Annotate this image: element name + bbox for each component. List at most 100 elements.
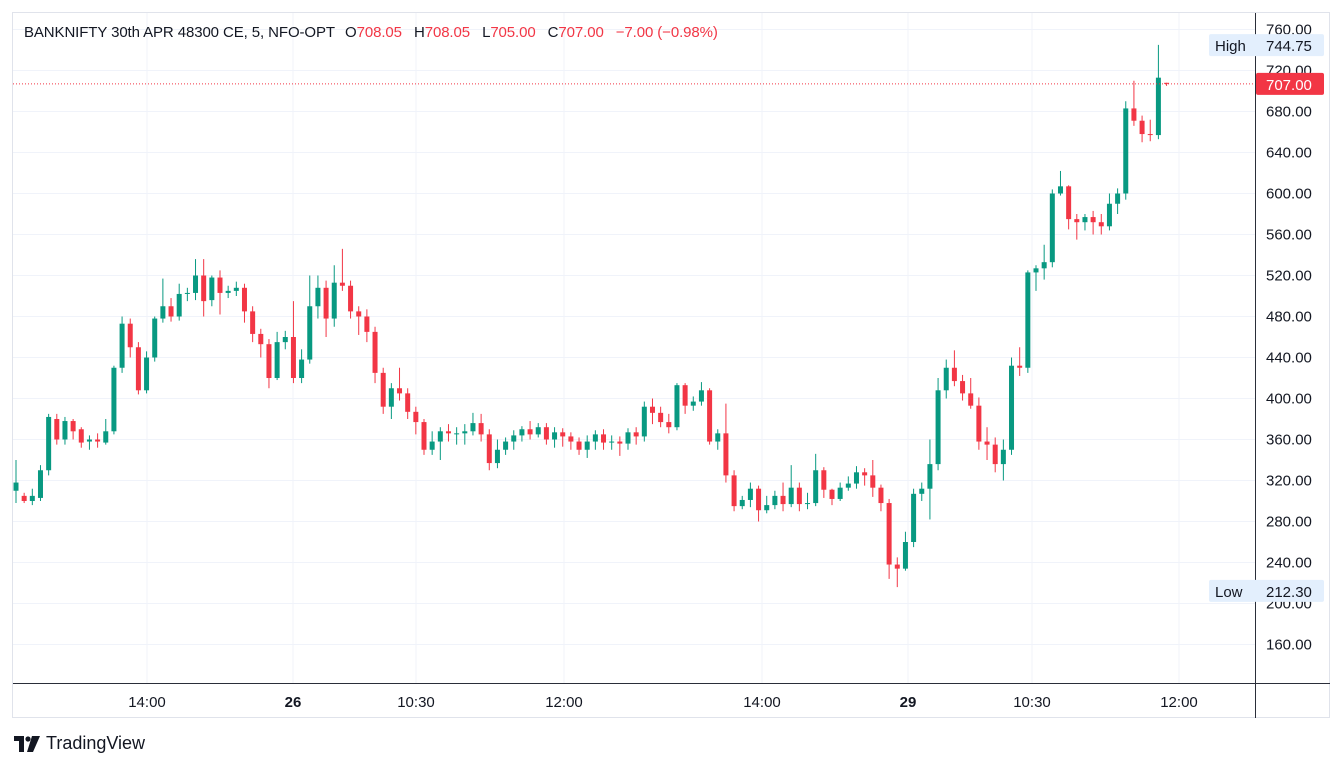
candle-body [1164, 82, 1170, 84]
candle-body [984, 441, 990, 445]
candle-body [46, 416, 52, 471]
candle-body [902, 542, 908, 569]
candle-body [429, 441, 435, 450]
candle-body [1098, 222, 1104, 227]
candle-body [707, 390, 713, 442]
candle-body [13, 482, 19, 491]
candle-body [437, 431, 443, 442]
candle-body [413, 411, 419, 423]
candle-body [633, 432, 639, 437]
candle-body [152, 318, 158, 358]
candle-body [837, 487, 843, 499]
candle-body [315, 287, 321, 307]
candle-body [78, 429, 84, 443]
price-tick-label: 240.00 [1266, 555, 1312, 572]
candle-body [494, 449, 500, 464]
candle-body [388, 388, 394, 407]
candle-body [772, 495, 778, 506]
candle-body [584, 441, 590, 450]
candle-body [568, 436, 574, 442]
candle-body [290, 337, 296, 378]
candle-body [796, 487, 802, 505]
candle-body [845, 483, 851, 488]
chart-legend: BANKNIFTY 30th APR 48300 CE, 5, NFO-OPT … [24, 24, 726, 41]
candle-body [478, 423, 484, 435]
candle-body [70, 421, 76, 432]
candle-body [1106, 203, 1112, 227]
candle-body [674, 385, 680, 428]
candle-body [1131, 108, 1137, 121]
candle-body [641, 406, 647, 437]
candle-body [397, 388, 403, 394]
price-tick-label: 640.00 [1266, 145, 1312, 162]
candle-body [878, 487, 884, 504]
low-value: 212.30 [1266, 584, 1312, 601]
price-tick-label: 680.00 [1266, 104, 1312, 121]
candle-body [1017, 365, 1023, 368]
candle-body [201, 275, 207, 302]
candle-body [160, 306, 166, 319]
price-tick-label: 480.00 [1266, 309, 1312, 326]
candle-body [364, 316, 370, 332]
candle-body [217, 277, 223, 293]
candle-body [862, 472, 868, 476]
candle-body [339, 282, 345, 286]
candle-body [658, 412, 664, 423]
candle-body [527, 429, 533, 435]
candle-body [911, 493, 917, 542]
candle-body [144, 357, 150, 391]
candle-body [29, 495, 35, 501]
candle-body [698, 390, 704, 402]
candle-body [1041, 262, 1047, 269]
candle-body [135, 347, 141, 391]
price-tick-label: 520.00 [1266, 268, 1312, 285]
brand-name: TradingView [46, 733, 146, 753]
candle-body [348, 285, 354, 312]
candle-body [1049, 193, 1055, 263]
time-tick-label: 10:30 [397, 694, 435, 711]
candle-body [1057, 186, 1063, 194]
chart-frame [12, 12, 1330, 718]
candle-body [405, 393, 411, 412]
candle-body [617, 441, 623, 444]
candle-body [282, 337, 288, 343]
candle-body [1009, 365, 1015, 450]
candle-body [935, 390, 941, 465]
candle-body [241, 287, 247, 312]
candle-body [21, 495, 27, 501]
candle-body [690, 401, 696, 406]
candle-body [919, 488, 925, 494]
candle-body [184, 292, 190, 294]
time-tick-label: 10:30 [1013, 694, 1051, 711]
change-value: −7.00 (−0.98%) [615, 24, 718, 41]
candle-body [462, 431, 468, 434]
candle-body [356, 311, 362, 317]
candle-body [323, 287, 329, 319]
candle-body [274, 342, 280, 378]
candle-body [764, 505, 770, 511]
high-label: H [413, 24, 425, 41]
candle-body [503, 441, 509, 450]
candle-body [486, 434, 492, 464]
tradingview-logo[interactable]: TradingView [14, 733, 145, 754]
high-badge [1209, 34, 1324, 57]
candle-body [37, 470, 43, 498]
low-value: 705.00 [490, 24, 536, 41]
candle-body [747, 488, 753, 500]
candle-body [511, 435, 517, 442]
open-value: 708.05 [356, 24, 402, 41]
candle-body [233, 287, 239, 291]
candle-body [1139, 120, 1145, 135]
price-tick-label: 280.00 [1266, 514, 1312, 531]
candle-body [682, 385, 688, 406]
candle-body [886, 503, 892, 565]
candle-body [519, 429, 525, 436]
candle-body [609, 441, 615, 443]
candle-body [1123, 108, 1129, 194]
candle-body [86, 439, 92, 442]
candle-body [454, 433, 460, 435]
candle-body [1090, 217, 1096, 223]
low-label: Low [1215, 584, 1243, 601]
price-tick-label: 160.00 [1266, 637, 1312, 654]
